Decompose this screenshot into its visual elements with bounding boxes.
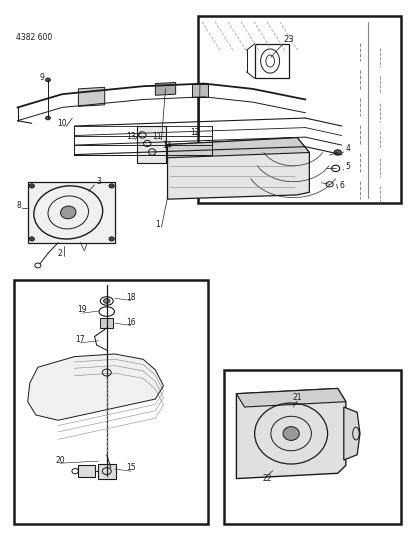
Text: 16: 16	[126, 318, 136, 327]
Bar	[192, 84, 208, 97]
Text: 4: 4	[346, 144, 350, 154]
Bar	[137, 126, 166, 163]
Polygon shape	[236, 389, 346, 407]
Polygon shape	[236, 389, 346, 479]
Polygon shape	[78, 87, 105, 107]
Text: 11: 11	[153, 132, 162, 141]
Text: 1: 1	[155, 220, 160, 229]
Bar	[255, 44, 289, 78]
Bar	[28, 182, 115, 243]
Bar	[98, 464, 115, 479]
Ellipse shape	[46, 78, 51, 82]
Text: 17: 17	[75, 335, 85, 344]
Text: 6: 6	[339, 181, 344, 190]
Text: 19: 19	[78, 305, 87, 314]
Ellipse shape	[60, 206, 76, 219]
Text: 22: 22	[262, 474, 272, 483]
Text: 8: 8	[16, 201, 21, 210]
Bar	[198, 16, 401, 203]
Text: 21: 21	[293, 393, 302, 402]
Text: 15: 15	[126, 464, 136, 472]
Polygon shape	[344, 407, 360, 460]
Bar	[100, 318, 113, 328]
Polygon shape	[168, 138, 309, 199]
Text: 2: 2	[58, 249, 62, 258]
Bar	[13, 280, 208, 523]
Text: 4382 600: 4382 600	[16, 33, 52, 42]
Ellipse shape	[29, 237, 34, 241]
Text: 12: 12	[191, 128, 200, 138]
Text: 18: 18	[126, 293, 136, 302]
Text: 14: 14	[162, 141, 171, 150]
Ellipse shape	[109, 237, 114, 241]
Ellipse shape	[334, 150, 341, 155]
Ellipse shape	[283, 426, 299, 440]
Ellipse shape	[29, 184, 34, 188]
Text: 13: 13	[126, 132, 136, 141]
Polygon shape	[168, 138, 309, 158]
Ellipse shape	[109, 184, 114, 188]
Bar	[224, 370, 401, 523]
Text: 7: 7	[82, 244, 87, 253]
Text: 3: 3	[96, 177, 101, 186]
Text: 5: 5	[346, 163, 350, 171]
Text: 10: 10	[58, 119, 67, 128]
Polygon shape	[28, 354, 164, 420]
Polygon shape	[155, 83, 175, 95]
Text: 20: 20	[55, 456, 65, 465]
Text: 9: 9	[40, 73, 44, 82]
Bar	[78, 465, 95, 477]
Ellipse shape	[46, 116, 51, 120]
Ellipse shape	[104, 298, 110, 303]
Text: 23: 23	[283, 35, 294, 44]
